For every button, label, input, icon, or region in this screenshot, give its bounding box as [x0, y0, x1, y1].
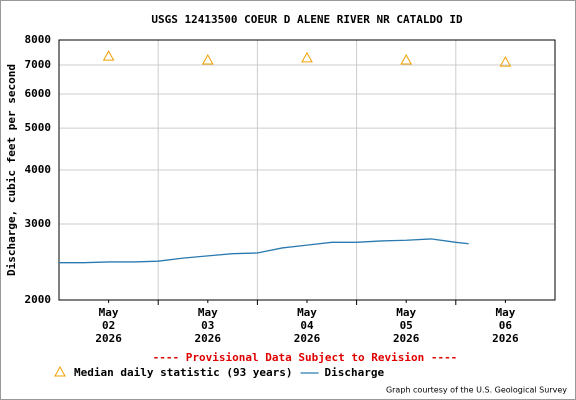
x-tick-label: 04	[300, 319, 314, 332]
x-tick-label: 06	[499, 319, 513, 332]
median-marker	[201, 53, 214, 65]
x-tick-label: 2026	[393, 332, 420, 345]
median-marker	[102, 50, 115, 61]
footnote: ---- Provisional Data Subject to Revisio…	[153, 351, 458, 364]
y-axis-label: Discharge, cubic feet per second	[5, 64, 18, 276]
x-tick-label: 2026	[95, 332, 122, 345]
y-tick-label: 5000	[25, 121, 52, 134]
credit: Graph courtesy of the U.S. Geological Su…	[386, 386, 567, 395]
chart-title: USGS 12413500 COEUR D ALENE RIVER NR CAT…	[151, 13, 463, 26]
x-tick-label: May	[495, 306, 515, 319]
x-tick-label: May	[198, 306, 218, 319]
x-tick-label: 03	[201, 319, 214, 332]
median-marker	[400, 53, 413, 65]
plot-border	[58, 39, 556, 301]
y-tick-label: 3000	[25, 217, 52, 230]
x-tick-label: 2026	[294, 332, 321, 345]
x-tick-label: 02	[102, 319, 115, 332]
x-tick-label: May	[297, 306, 317, 319]
legend-marker	[54, 365, 66, 377]
x-tick-label: May	[396, 306, 416, 319]
x-tick-label: 2026	[195, 332, 222, 345]
legend-label: Discharge	[325, 366, 385, 379]
median-marker	[301, 51, 313, 63]
x-tick-label: 05	[400, 319, 413, 332]
y-tick-label: 7000	[25, 58, 52, 71]
x-tick-label: May	[99, 306, 119, 319]
discharge-line	[59, 238, 469, 264]
y-tick-label: 4000	[25, 163, 52, 176]
y-tick-label: 6000	[25, 87, 52, 100]
y-tick-label: 2000	[25, 293, 52, 306]
median-marker	[499, 56, 512, 67]
y-tick-label: 8000	[25, 33, 52, 46]
legend-label: Median daily statistic (93 years)	[74, 366, 293, 379]
x-tick-label: 2026	[492, 332, 519, 345]
